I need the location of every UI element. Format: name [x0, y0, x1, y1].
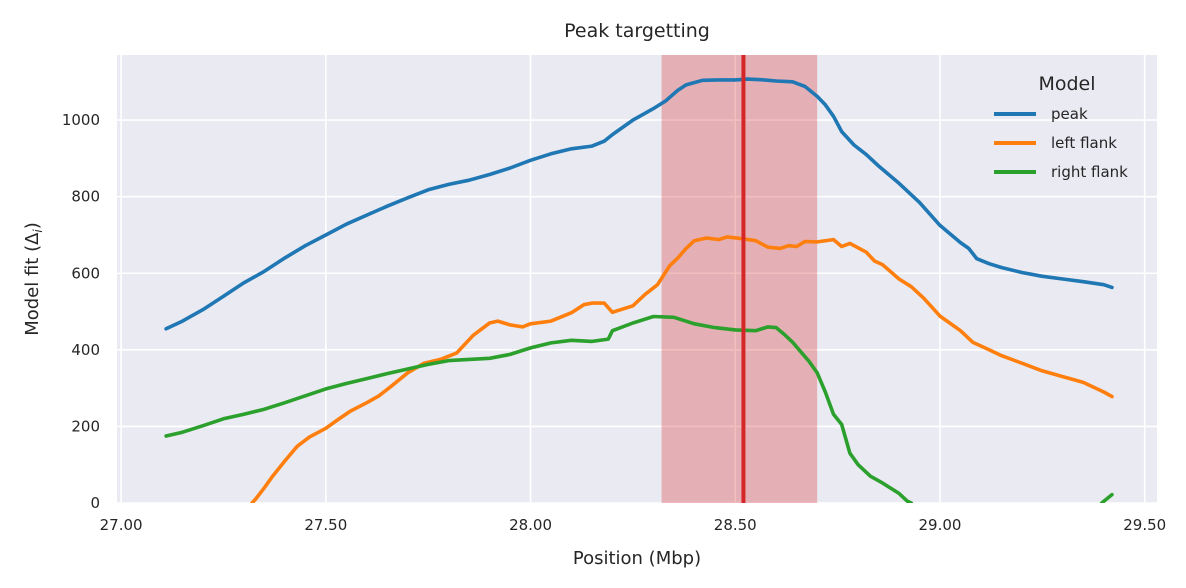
legend-label-right-flank: right flank	[1051, 163, 1128, 181]
chart-title: Peak targetting	[564, 20, 710, 42]
x-tick-label: 28.50	[714, 516, 757, 534]
series-line-right-flank	[164, 314, 914, 503]
x-tick-label: 28.00	[509, 516, 552, 534]
y-axis-label-subscript: i	[31, 229, 45, 233]
y-tick-label: 0	[90, 494, 100, 512]
x-tick-label: 27.00	[100, 516, 143, 534]
y-tick-label: 400	[71, 341, 100, 359]
series-line-tail-right-flank	[1099, 492, 1114, 503]
series-line-peak	[164, 77, 1114, 331]
legend-label-peak: peak	[1051, 105, 1088, 123]
series-line-left-flank	[250, 235, 1114, 503]
legend-label-left-flank: left flank	[1051, 134, 1117, 152]
y-axis-label-main: Model fit (Δ	[22, 232, 43, 336]
x-tick-label: 27.50	[304, 516, 347, 534]
x-tick-label: 29.00	[919, 516, 962, 534]
y-axis-label-close: )	[22, 222, 43, 229]
plot-background	[117, 55, 1157, 503]
x-axis-label: Position (Mbp)	[573, 548, 701, 569]
y-tick-label: 600	[71, 264, 100, 282]
legend-title: Model	[1038, 73, 1095, 95]
y-tick-label: 1000	[62, 111, 100, 129]
x-tick-label: 29.50	[1123, 516, 1166, 534]
y-tick-label: 200	[71, 417, 100, 435]
legend: Model peak left flank right flank	[994, 73, 1128, 181]
y-axis-label: Model fit (Δi)	[22, 222, 45, 336]
series-group	[164, 77, 1114, 503]
y-tick-label: 800	[71, 188, 100, 206]
highlight-band	[661, 55, 818, 503]
